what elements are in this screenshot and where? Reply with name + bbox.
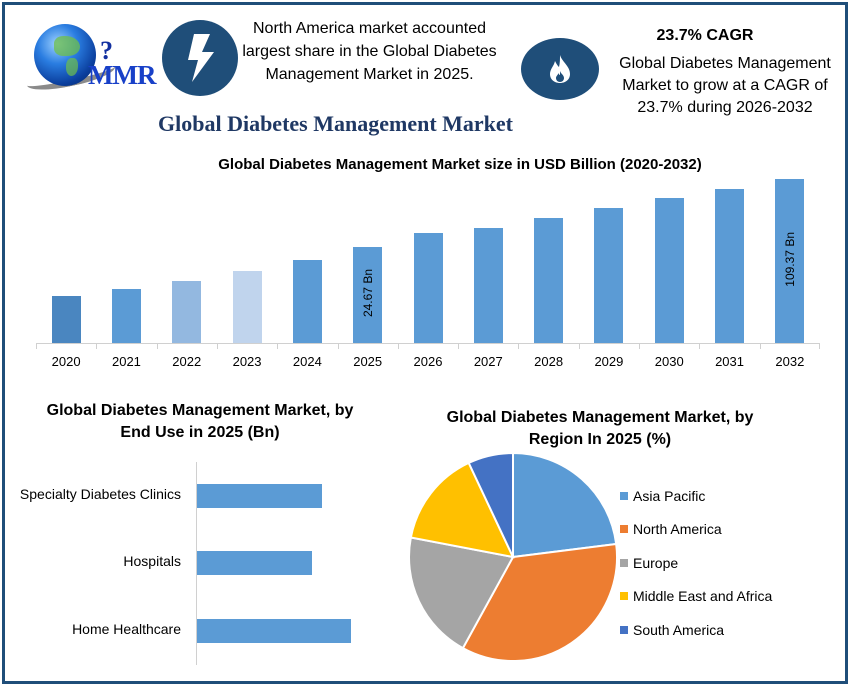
flame-icon: [521, 38, 599, 100]
column-bar-2029: [594, 208, 624, 343]
end-use-bar: [197, 484, 322, 508]
x-tick: [36, 343, 37, 349]
x-tick-label: 2026: [413, 354, 443, 369]
legend-label: Middle East and Africa: [633, 588, 773, 605]
x-tick: [819, 343, 820, 349]
x-axis-line: [36, 343, 820, 344]
legend-swatch: [620, 625, 628, 634]
data-label-2032: 109.37 Bn: [782, 231, 797, 287]
globe-land-north: [54, 36, 80, 56]
pie-slice-north-america: [461, 542, 618, 662]
data-label-2025: 24.67 Bn: [360, 268, 375, 318]
market-size-column-chart: 2020 2021 2022 2023 2024 24.67 Bn 2025 2026 2027…: [36, 170, 820, 375]
cagr-heading: 23.7% CAGR: [656, 27, 754, 44]
legend-swatch: [620, 592, 628, 601]
x-tick-label: 2021: [111, 354, 141, 369]
x-tick: [578, 343, 580, 349]
logo-text: MMR: [88, 60, 156, 90]
column-bar-2026: [413, 233, 443, 343]
column-bar-2023: [232, 271, 262, 343]
column-bar-2031: [715, 189, 745, 343]
x-tick: [216, 343, 218, 349]
legend-label: South America: [633, 621, 725, 638]
legend-item: Asia Pacific: [620, 479, 772, 513]
logo-swirl: ?: [100, 36, 113, 65]
end-use-label: Home Healthcare: [72, 621, 181, 637]
legend-swatch: [620, 525, 628, 534]
legend-item: Europe: [620, 546, 772, 580]
x-tick: [759, 343, 761, 349]
x-tick: [699, 343, 701, 349]
pie-slice-europe: [408, 536, 515, 650]
pie-slice-south-america: [467, 451, 514, 558]
end-use-label: Hospitals: [123, 553, 181, 569]
column-bar-2027: [473, 228, 503, 343]
x-tick: [156, 343, 158, 349]
legend-label: Europe: [633, 554, 679, 571]
end-use-y-axis: [196, 462, 197, 665]
end-use-bar: [197, 551, 312, 575]
legend-label: Asia Pacific: [633, 487, 706, 504]
north-america-stat-text: North America market accounted largest s…: [242, 20, 497, 83]
region-chart-title: Global Diabetes Management Market, by Re…: [446, 409, 754, 448]
x-tick-label: 2024: [292, 354, 322, 369]
x-tick: [397, 343, 399, 349]
end-use-chart-title: Global Diabetes Management Market, by En…: [46, 402, 354, 441]
x-tick-label: 2020: [51, 354, 81, 369]
legend-item: North America: [620, 513, 772, 547]
region-legend: Asia Pacific North America Europe Middle Ea…: [620, 479, 772, 647]
x-tick-label: 2027: [473, 354, 503, 369]
legend-swatch: [620, 558, 628, 567]
x-tick-label: 2025: [353, 354, 383, 369]
x-tick-label: 2032: [775, 354, 805, 369]
x-tick: [458, 343, 460, 349]
pie-slice-asia-pacific: [512, 451, 618, 559]
x-tick: [96, 343, 98, 349]
column-bar-2028: [534, 218, 564, 343]
x-tick: [639, 343, 641, 349]
column-bar-2020: [51, 296, 81, 343]
mmr-logo: ? MMR: [24, 22, 158, 98]
column-bar-2024: [292, 260, 322, 343]
end-use-label: Specialty Diabetes Clinics: [19, 486, 181, 502]
column-bar-2022: [172, 281, 202, 343]
legend-item: Middle East and Africa: [620, 580, 772, 614]
market-size-chart-title: Global Diabetes Management Market size i…: [218, 156, 702, 173]
x-tick: [337, 343, 339, 349]
column-bar-2021: [111, 289, 141, 343]
x-tick-label: 2031: [715, 354, 744, 369]
x-tick: [277, 343, 279, 349]
legend-item: South America: [620, 613, 772, 647]
column-bar-2032: 109.37 Bn: [775, 179, 805, 343]
x-tick-label: 2029: [594, 354, 624, 369]
x-tick-label: 2028: [534, 354, 564, 369]
column-bar-2030: [654, 198, 684, 343]
x-tick: [518, 343, 520, 349]
main-title: Global Diabetes Management Market: [158, 111, 513, 136]
cagr-stat-text: Global Diabetes Management Market to gro…: [619, 55, 831, 116]
pie-slice-middle-east-and-africa: [409, 461, 515, 559]
x-tick-label: 2022: [172, 354, 202, 369]
region-pie-chart: [408, 451, 618, 662]
legend-label: North America: [633, 521, 722, 538]
x-tick-label: 2030: [654, 354, 684, 369]
globe-land-south: [66, 58, 78, 76]
x-tick-label: 2023: [232, 354, 262, 369]
globe-icon: [34, 24, 96, 86]
end-use-bar: [197, 619, 351, 643]
lightning-bolt-icon: [162, 20, 238, 96]
legend-swatch: [620, 491, 628, 500]
column-bar-2025: 24.67 Bn: [353, 247, 383, 343]
